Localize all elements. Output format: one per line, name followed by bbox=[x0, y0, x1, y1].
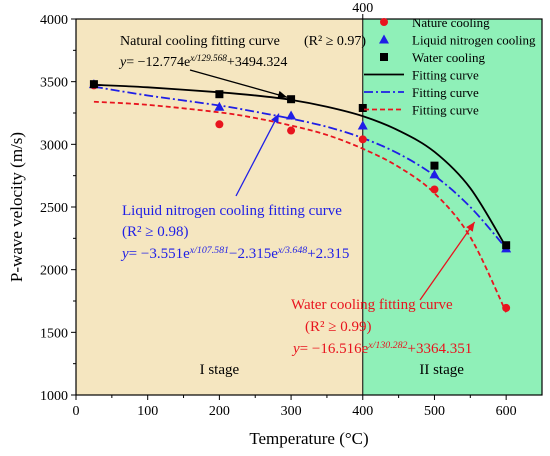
legend-marker bbox=[379, 34, 389, 44]
water-cooling-point bbox=[502, 241, 511, 250]
water-cooling-point bbox=[215, 90, 224, 99]
liquid-nitrogen-point bbox=[286, 110, 297, 120]
legend-label: Water cooling bbox=[412, 50, 485, 65]
liquid-nitrogen-point bbox=[429, 169, 440, 179]
y-tick-label: 3000 bbox=[40, 138, 68, 153]
legend-marker bbox=[380, 53, 388, 61]
water-fit-curve bbox=[93, 100, 507, 313]
natural-arrow-head bbox=[277, 90, 288, 99]
liquid-arrow-head bbox=[271, 113, 279, 124]
water-annotation-equation: y= −16.516ex/130.282+3364.351 bbox=[291, 340, 472, 358]
natural-annotation-title: Natural cooling fitting curve bbox=[120, 34, 280, 49]
legend-label: Liquid nitrogen cooling bbox=[412, 33, 536, 48]
natural-fit-curve bbox=[93, 83, 507, 248]
stage-1-region bbox=[76, 19, 363, 395]
stage-2-region bbox=[362, 19, 542, 395]
liquid-annotation-equation: y= −3.551ex/107.581−2.315ex/3.648+2.315 bbox=[120, 245, 349, 263]
legend-label: Fitting curve bbox=[412, 103, 479, 118]
x-tick-label: 0 bbox=[73, 404, 80, 419]
water-annotation-title: Water cooling fitting curve bbox=[291, 297, 453, 313]
water-cooling-point bbox=[430, 161, 439, 170]
liquid-arrow bbox=[235, 113, 280, 197]
legend-label: Nature cooling bbox=[412, 15, 490, 30]
nature-cooling-point bbox=[358, 135, 367, 144]
legend-label: Fitting curve bbox=[412, 85, 479, 100]
nature-cooling-point bbox=[215, 120, 224, 129]
natural-arrow bbox=[189, 69, 288, 98]
x-tick-label: 600 bbox=[496, 404, 517, 419]
x-tick-label: 300 bbox=[281, 404, 302, 419]
liquid-annotation-r2: (R² ≥ 0.98) bbox=[122, 224, 188, 240]
water-cooling-point bbox=[89, 80, 98, 89]
liquid-annotation-title: Liquid nitrogen cooling fitting curve bbox=[122, 203, 342, 219]
x-tick-label: 500 bbox=[424, 404, 445, 419]
y-tick-label: 3500 bbox=[40, 76, 68, 91]
x-tick-label: 100 bbox=[137, 404, 158, 419]
nature-cooling-point bbox=[502, 303, 511, 312]
liquid-nitrogen-point bbox=[357, 120, 368, 130]
nature-cooling-point bbox=[287, 126, 296, 135]
water-cooling-point bbox=[287, 95, 296, 104]
natural-annotation-equation: y= −12.774ex/129.568+3494.324 bbox=[118, 53, 287, 70]
natural-annotation-r2: (R² ≥ 0.97) bbox=[304, 34, 366, 49]
y-tick-label: 2000 bbox=[40, 264, 68, 279]
x-tick-label: 200 bbox=[209, 404, 230, 419]
nature-cooling-point bbox=[430, 185, 439, 194]
liquid-nitrogen-fit-curve bbox=[93, 85, 507, 249]
x-axis-label: Temperature (°C) bbox=[249, 429, 368, 448]
legend-marker bbox=[380, 18, 388, 26]
legend-label: Fitting curve bbox=[412, 68, 479, 83]
x-tick-label: 400 bbox=[352, 404, 373, 419]
top-tick-label: 400 bbox=[352, 1, 373, 16]
water-arrow bbox=[419, 221, 476, 301]
water-cooling-point bbox=[358, 103, 367, 112]
y-tick-label: 2500 bbox=[40, 201, 68, 216]
y-tick-label: 4000 bbox=[40, 13, 68, 28]
y-tick-label: 1500 bbox=[40, 326, 68, 341]
stage-2-label: II stage bbox=[419, 362, 464, 378]
liquid-nitrogen-point bbox=[214, 101, 225, 111]
y-tick-label: 1000 bbox=[40, 389, 68, 404]
y-axis-label: P-wave velocity (m/s) bbox=[7, 132, 26, 282]
water-annotation-r2: (R² ≥ 0.99) bbox=[305, 319, 371, 335]
water-arrow-head bbox=[466, 222, 475, 232]
stage-1-label: I stage bbox=[200, 362, 240, 378]
